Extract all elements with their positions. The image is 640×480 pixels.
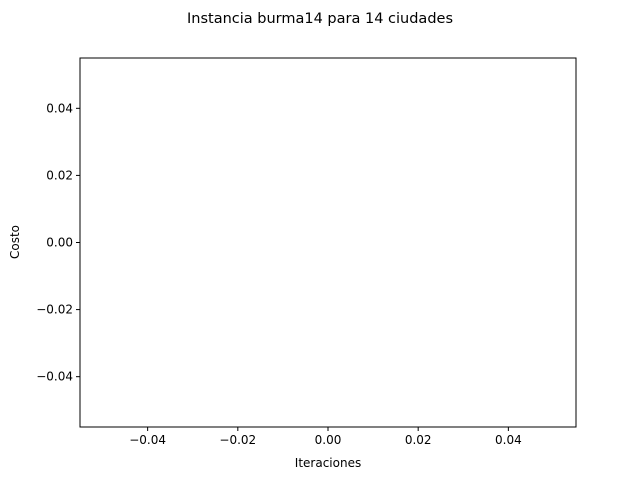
x-tick-label: −0.02 [219,433,256,447]
y-axis: −0.04 −0.02 0.00 0.02 0.04 [36,101,80,384]
x-axis-label: Iteraciones [295,456,361,470]
plot-frame [79,57,577,428]
y-tick-label: 0.04 [46,101,73,115]
y-tick-label: 0.00 [46,236,73,250]
y-axis-label: Costo [8,225,22,259]
y-tick-label: 0.02 [46,168,73,182]
x-tick-label: 0.00 [315,433,342,447]
x-tick-label: 0.04 [495,433,522,447]
y-tick-label: −0.02 [36,303,73,317]
chart-title: Instancia burma14 para 14 ciudades [187,11,453,27]
x-tick-label: 0.02 [405,433,432,447]
y-tick-label: −0.04 [36,370,73,384]
x-tick-label: −0.04 [129,433,166,447]
x-axis: −0.04 −0.02 0.00 0.02 0.04 [129,427,522,447]
